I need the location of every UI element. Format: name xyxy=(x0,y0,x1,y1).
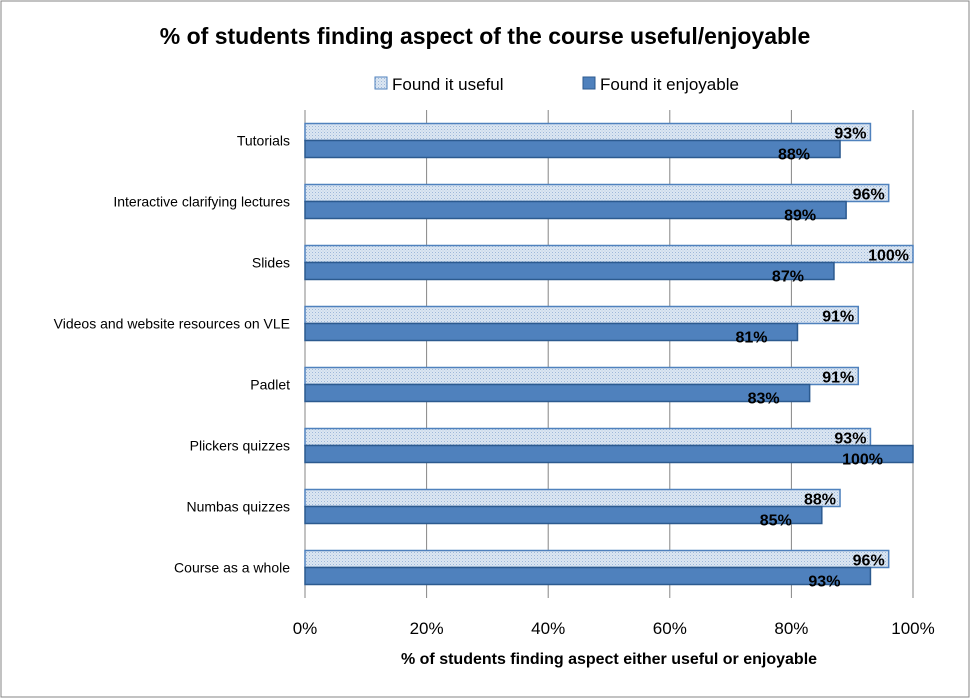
category-label: Tutorials xyxy=(237,133,290,149)
data-label-useful: 96% xyxy=(853,553,885,570)
category-label: Numbas quizzes xyxy=(187,499,291,515)
data-label-enjoyable: 87% xyxy=(772,269,804,286)
bar-useful xyxy=(304,183,890,203)
data-label-useful: 91% xyxy=(822,370,854,387)
legend-swatch-enjoyable xyxy=(582,76,596,90)
bar-useful xyxy=(304,305,860,325)
legend-label-enjoyable: Found it enjoyable xyxy=(600,75,739,94)
category-labels: Tutorials Interactive clarifying lectures… xyxy=(54,133,291,576)
bar-useful xyxy=(304,488,841,508)
data-label-enjoyable: 81% xyxy=(735,330,767,347)
bar-enjoyable xyxy=(304,322,799,342)
data-label-useful: 88% xyxy=(804,492,836,509)
bar-enjoyable xyxy=(304,566,872,586)
x-axis-title: % of students finding aspect either usef… xyxy=(401,651,817,668)
x-axis-ticks: 0% 20% 40% 60% 80% 100% xyxy=(293,619,935,638)
data-label-enjoyable: 93% xyxy=(808,574,840,591)
bar-enjoyable xyxy=(304,505,823,525)
bar-useful xyxy=(304,122,872,142)
data-label-useful: 93% xyxy=(834,431,866,448)
category-label: Course as a whole xyxy=(174,560,290,576)
data-label-enjoyable: 100% xyxy=(842,452,883,469)
bar-useful xyxy=(304,244,914,264)
data-label-enjoyable: 89% xyxy=(784,208,816,225)
bar-enjoyable xyxy=(304,444,914,464)
bar-enjoyable xyxy=(304,261,835,281)
category-label: Slides xyxy=(252,255,290,271)
legend-label-useful: Found it useful xyxy=(392,75,504,94)
bar-enjoyable xyxy=(304,200,847,220)
bar-enjoyable xyxy=(304,383,811,403)
bar-useful xyxy=(304,366,860,386)
x-tick-label: 20% xyxy=(410,619,444,638)
chart-title: % of students finding aspect of the cour… xyxy=(160,23,810,49)
x-tick-label: 60% xyxy=(653,619,687,638)
category-label: Interactive clarifying lectures xyxy=(113,194,290,210)
bar-useful xyxy=(304,549,890,569)
x-tick-label: 0% xyxy=(293,619,318,638)
x-tick-label: 40% xyxy=(531,619,565,638)
category-label: Videos and website resources on VLE xyxy=(54,316,290,332)
x-tick-label: 100% xyxy=(891,619,934,638)
x-tick-label: 80% xyxy=(774,619,808,638)
legend: Found it useful Found it enjoyable xyxy=(374,75,739,94)
category-label: Padlet xyxy=(250,377,290,393)
category-label: Plickers quizzes xyxy=(190,438,290,454)
data-label-useful: 100% xyxy=(868,248,909,265)
data-label-useful: 93% xyxy=(834,126,866,143)
data-label-enjoyable: 88% xyxy=(778,147,810,164)
legend-swatch-useful xyxy=(374,76,388,90)
bar-enjoyable xyxy=(304,139,841,159)
data-label-useful: 91% xyxy=(822,309,854,326)
bar-useful xyxy=(304,427,872,447)
data-label-enjoyable: 83% xyxy=(748,391,780,408)
data-label-enjoyable: 85% xyxy=(760,513,792,530)
data-label-useful: 96% xyxy=(853,187,885,204)
bars: 93% 88% 96% 89% 100% 87% 91% 81% 91% 83% 93% 100% 88… xyxy=(304,122,914,591)
